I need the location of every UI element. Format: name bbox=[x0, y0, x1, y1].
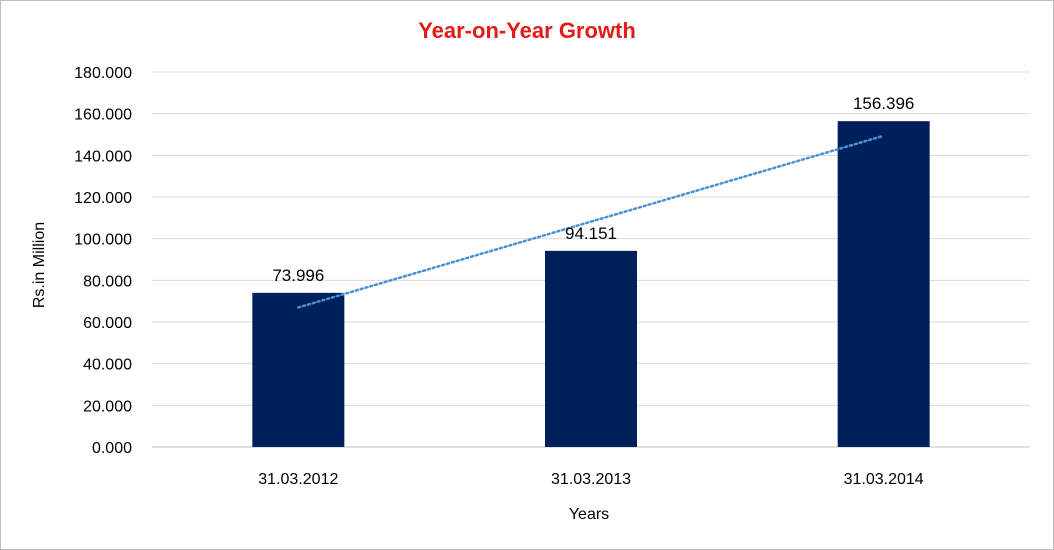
x-axis-label: Years bbox=[568, 506, 610, 523]
bar bbox=[252, 292, 345, 447]
y-tick-label: 100.000 bbox=[74, 232, 132, 249]
y-tick-label: 0.000 bbox=[92, 440, 132, 457]
data-labels: 73.996 94.151 156.396 bbox=[272, 94, 914, 285]
x-tick-label: 31.03.2014 bbox=[844, 471, 924, 488]
y-tick-label: 80.000 bbox=[83, 273, 132, 290]
bar bbox=[545, 250, 637, 447]
trendline-group bbox=[297, 134, 885, 309]
y-tick-label: 140.000 bbox=[74, 148, 132, 165]
bar bbox=[837, 121, 930, 448]
x-tick-labels: 31.03.2012 31.03.2013 31.03.2014 bbox=[258, 471, 924, 488]
x-tick-label: 31.03.2012 bbox=[258, 471, 338, 488]
y-tick-label: 180.000 bbox=[74, 65, 132, 82]
x-tick-label: 31.03.2013 bbox=[551, 471, 631, 488]
chart-title: Year-on-Year Growth bbox=[418, 18, 636, 43]
data-label: 156.396 bbox=[853, 94, 914, 113]
data-label: 94.151 bbox=[565, 224, 617, 243]
y-tick-label: 20.000 bbox=[83, 398, 132, 415]
bars bbox=[252, 121, 930, 448]
y-tick-label: 40.000 bbox=[83, 357, 132, 374]
y-tick-label: 160.000 bbox=[74, 107, 132, 124]
data-label: 73.996 bbox=[272, 266, 324, 285]
trendline bbox=[297, 134, 885, 309]
y-tick-label: 120.000 bbox=[74, 190, 132, 207]
y-tick-label: 60.000 bbox=[83, 315, 132, 332]
y-tick-labels: 0.000 20.000 40.000 60.000 80.000 100.000 120.… bbox=[74, 65, 132, 457]
